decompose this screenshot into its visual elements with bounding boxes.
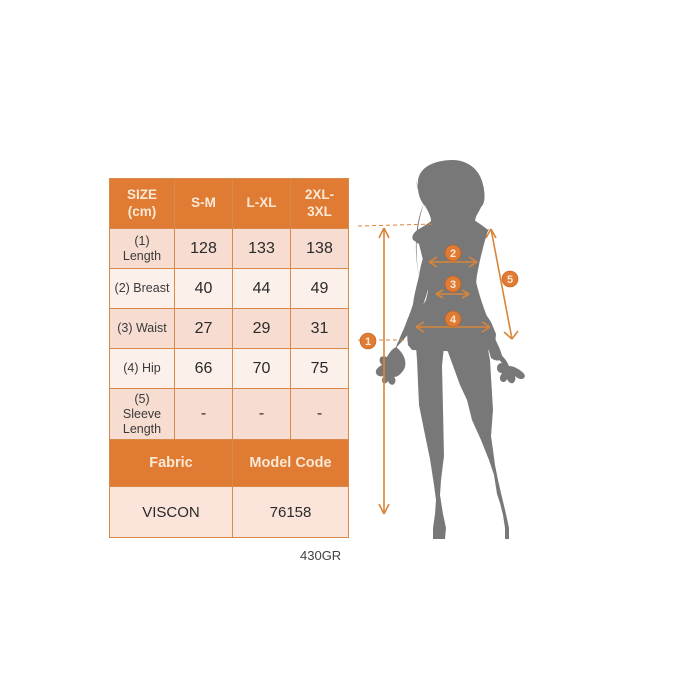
svg-text:2: 2 <box>450 248 456 260</box>
svg-text:3: 3 <box>450 279 456 291</box>
svg-text:1: 1 <box>365 336 371 348</box>
svg-text:5: 5 <box>507 274 513 286</box>
svg-text:4: 4 <box>450 314 457 326</box>
